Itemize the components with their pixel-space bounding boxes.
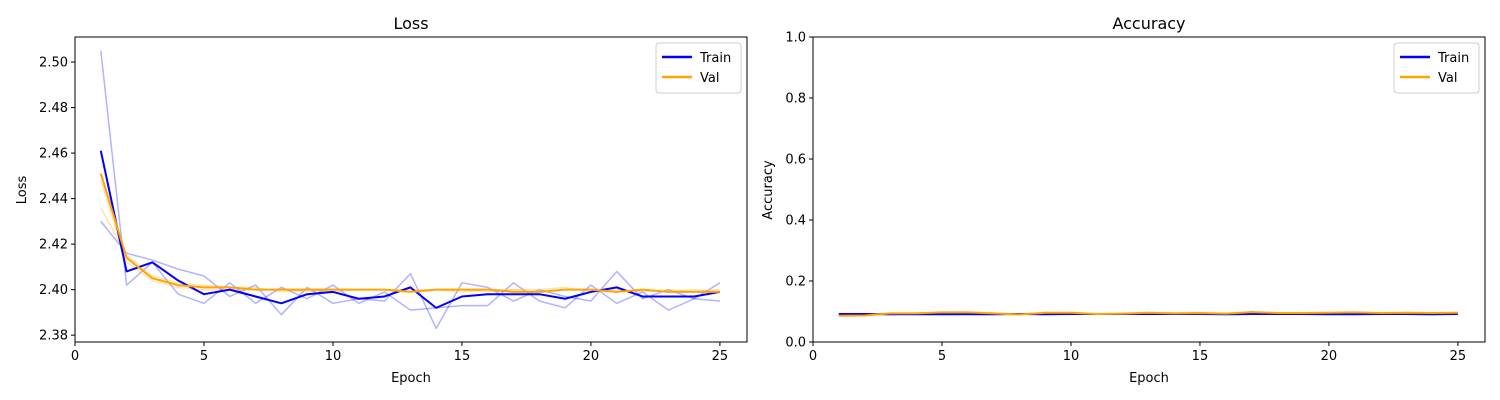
loss-y-tick-label: 2.44	[39, 192, 68, 207]
accuracy-x-tick-label: 25	[1450, 349, 1467, 364]
loss-y-axis-label: Loss	[15, 176, 30, 205]
accuracy-x-axis-label: Epoch	[1129, 371, 1169, 386]
accuracy-y-tick-label: 0.4	[785, 214, 806, 229]
loss-series	[99, 50, 721, 330]
accuracy-legend-label: Val	[1438, 71, 1457, 86]
loss-y-tick-label: 2.38	[39, 329, 68, 344]
loss-x-tick-label: 25	[712, 349, 729, 364]
loss-ticks: 0 5 10 15 20 25 2.38 2.40 2.42 2.44 2.46 2.48 2.50	[39, 56, 728, 364]
accuracy-legend-label: Train	[1437, 51, 1469, 66]
loss-x-tick-label: 15	[454, 349, 471, 364]
accuracy-chart-title: Accuracy	[1112, 14, 1185, 33]
loss-legend-label: Val	[700, 71, 719, 86]
loss-legend-box	[655, 42, 742, 94]
loss-x-tick-label: 10	[325, 349, 342, 364]
loss-series-line-2	[100, 220, 721, 330]
loss-series-line-3	[99, 173, 720, 293]
accuracy-series	[838, 311, 1458, 317]
accuracy-y-tick-label: 0.8	[785, 92, 806, 107]
loss-legend: Train Val	[655, 42, 742, 94]
accuracy-ticks: 0 5 10 15 20 25 0.0 0.2 0.4 0.6 0.8 1.0	[785, 31, 1466, 365]
accuracy-y-tick-label: 0.0	[785, 336, 806, 351]
loss-y-tick-label: 2.48	[39, 101, 68, 116]
loss-chart-title: Loss	[393, 14, 428, 33]
loss-series-line-0	[99, 150, 721, 309]
accuracy-y-tick-label: 0.2	[785, 275, 806, 290]
accuracy-legend-box	[1393, 42, 1480, 94]
accuracy-x-tick-label: 10	[1063, 349, 1080, 364]
loss-x-tick-label: 20	[583, 349, 600, 364]
accuracy-x-tick-label: 20	[1321, 349, 1338, 364]
loss-x-tick-label: 0	[71, 349, 79, 364]
accuracy-x-tick-label: 0	[809, 349, 817, 364]
accuracy-y-tick-label: 1.0	[785, 31, 806, 46]
accuracy-y-axis-label: Accuracy	[761, 160, 776, 220]
loss-series-line-4	[100, 180, 720, 293]
accuracy-series-line-3	[838, 311, 1458, 317]
loss-x-tick-label: 5	[200, 349, 208, 364]
accuracy-plot-frame	[812, 36, 1486, 343]
loss-series-line-1	[100, 50, 720, 311]
loss-y-tick-label: 2.50	[39, 56, 68, 71]
loss-y-tick-label: 2.40	[39, 283, 68, 298]
loss-y-tick-label: 2.46	[39, 147, 68, 162]
accuracy-chart: Accuracy Epoch Accuracy 0 5 10 15 20 25 0.0 0.2…	[761, 14, 1486, 386]
loss-chart: Loss Epoch Loss 0 5 10 15 20 25 2.38 2.40 2.42 2.…	[15, 14, 748, 386]
accuracy-x-tick-label: 15	[1192, 349, 1209, 364]
loss-y-tick-label: 2.42	[39, 238, 68, 253]
loss-legend-label: Train	[699, 51, 731, 66]
accuracy-legend: Train Val	[1393, 42, 1480, 94]
accuracy-y-tick-label: 0.6	[785, 153, 806, 168]
loss-x-axis-label: Epoch	[391, 371, 431, 386]
accuracy-x-tick-label: 5	[938, 349, 946, 364]
